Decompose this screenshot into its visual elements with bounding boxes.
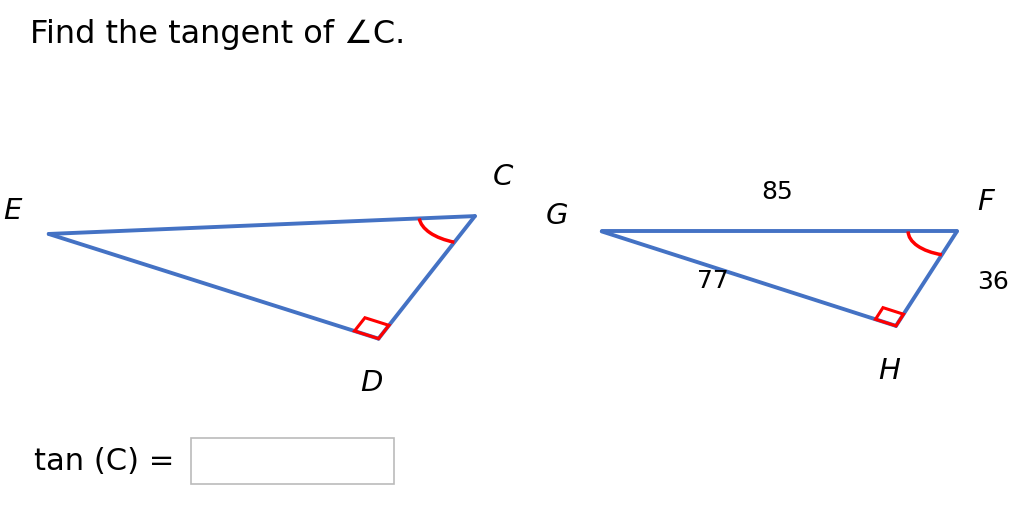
Text: H: H bbox=[878, 357, 900, 385]
Text: G: G bbox=[545, 202, 568, 230]
Text: 36: 36 bbox=[977, 270, 1010, 294]
Text: Find the tangent of ∠C.: Find the tangent of ∠C. bbox=[31, 20, 406, 50]
Text: 85: 85 bbox=[761, 180, 793, 204]
Text: tan (C) =: tan (C) = bbox=[34, 447, 184, 476]
FancyBboxPatch shape bbox=[191, 438, 393, 484]
Text: D: D bbox=[360, 370, 383, 397]
Text: F: F bbox=[977, 188, 994, 216]
Text: C: C bbox=[493, 162, 514, 190]
Text: 77: 77 bbox=[697, 269, 729, 293]
Text: E: E bbox=[3, 197, 22, 225]
